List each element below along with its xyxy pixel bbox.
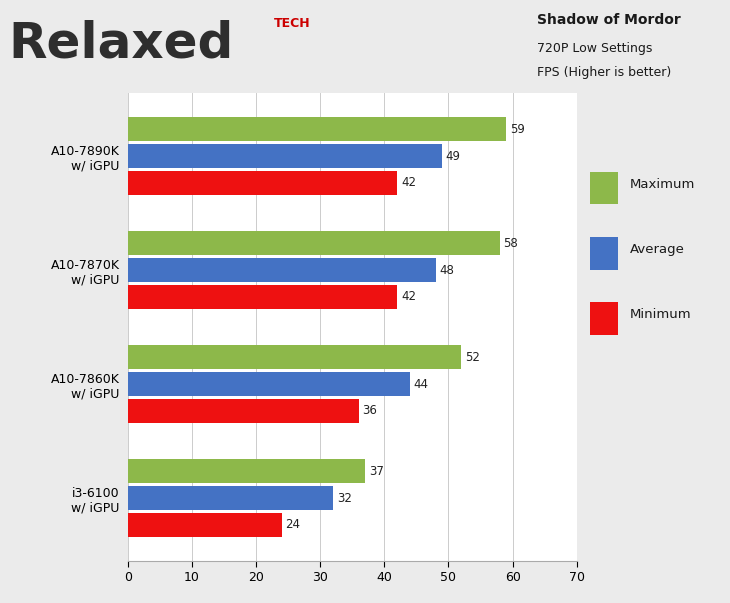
Text: Maximum: Maximum bbox=[630, 178, 696, 191]
Bar bbox=[128, 232, 500, 255]
Text: Shadow of Mordor: Shadow of Mordor bbox=[537, 13, 680, 27]
Text: 59: 59 bbox=[510, 123, 525, 136]
Text: 42: 42 bbox=[401, 177, 416, 189]
Text: 720P Low Settings: 720P Low Settings bbox=[537, 42, 652, 55]
Bar bbox=[128, 513, 282, 537]
Text: FPS (Higher is better): FPS (Higher is better) bbox=[537, 66, 671, 80]
Bar bbox=[128, 486, 333, 510]
Text: 36: 36 bbox=[363, 405, 377, 417]
Bar bbox=[128, 118, 506, 141]
Bar bbox=[128, 399, 358, 423]
Bar bbox=[128, 372, 410, 396]
Text: 37: 37 bbox=[369, 465, 384, 478]
Bar bbox=[128, 346, 461, 369]
Text: 48: 48 bbox=[439, 264, 454, 277]
Text: TECH: TECH bbox=[274, 17, 310, 31]
Text: 52: 52 bbox=[465, 351, 480, 364]
Text: Relaxed: Relaxed bbox=[9, 20, 234, 68]
Text: 42: 42 bbox=[401, 291, 416, 303]
Bar bbox=[128, 144, 442, 168]
FancyBboxPatch shape bbox=[590, 237, 618, 270]
Bar bbox=[128, 171, 397, 195]
Text: 44: 44 bbox=[414, 377, 429, 391]
FancyBboxPatch shape bbox=[590, 172, 618, 204]
Text: 24: 24 bbox=[285, 519, 301, 531]
FancyBboxPatch shape bbox=[590, 302, 618, 335]
Text: Average: Average bbox=[630, 243, 685, 256]
Bar bbox=[128, 459, 365, 483]
Text: 49: 49 bbox=[446, 150, 461, 163]
Bar bbox=[128, 258, 436, 282]
Bar bbox=[128, 285, 397, 309]
Text: 58: 58 bbox=[504, 237, 518, 250]
Text: 32: 32 bbox=[337, 491, 352, 505]
Text: Minimum: Minimum bbox=[630, 308, 691, 321]
